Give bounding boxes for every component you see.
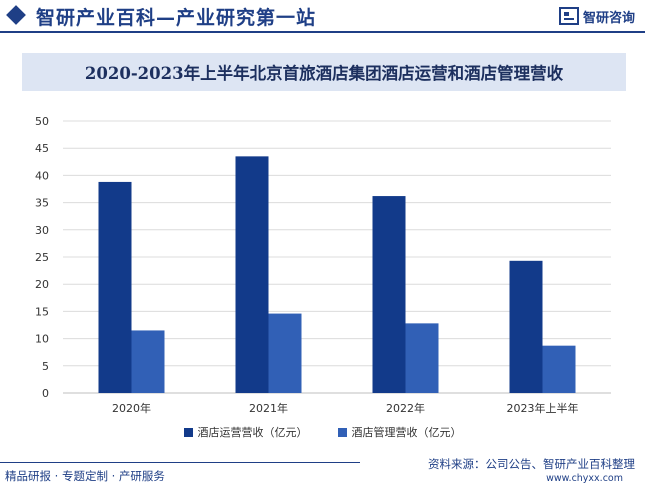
legend-swatch [183,427,193,437]
bar-hotel-management [268,313,302,393]
y-tick-label: 35 [35,197,49,210]
bar-hotel-management [131,330,165,393]
brand-icon [558,7,579,25]
bar-hotel-operation [98,181,132,393]
x-category-label: 2021年 [249,401,288,415]
bar-hotel-management [542,345,576,393]
y-tick-label: 50 [35,115,49,128]
y-tick-label: 45 [35,142,49,155]
site-title: 智研产业百科—产业研究第一站 [36,7,317,29]
legend-swatch [337,427,347,437]
footer-source: 资料来源：公司公告、智研产业百科整理 [428,457,635,471]
legend-label: 酒店管理营收（亿元） [351,426,462,439]
y-tick-label: 30 [35,224,49,237]
y-tick-label: 0 [42,387,49,400]
header: 智研产业百科—产业研究第一站 智研咨询 [0,0,645,36]
y-tick-label: 15 [35,305,49,318]
brand-name: 智研咨询 [582,10,635,26]
bar-hotel-operation [372,196,406,393]
x-category-label: 2023年上半年 [507,401,579,415]
x-category-label: 2022年 [386,401,425,415]
y-tick-label: 40 [35,169,49,182]
chart-title: 2020-2023年上半年北京首旅酒店集团酒店运营和酒店管理营收 [84,64,564,83]
x-category-label: 2020年 [112,401,151,415]
bar-hotel-management [405,323,439,393]
chart-legend: 酒店运营营收（亿元） 酒店管理营收（亿元） [0,424,645,440]
footer-services: 精品研报 · 专题定制 · 产研服务 [5,469,165,483]
y-tick-label: 25 [35,251,49,264]
header-divider [0,31,645,33]
y-tick-label: 5 [42,360,49,373]
y-tick-label: 10 [35,333,49,346]
footer-divider [0,462,360,463]
chart-title-band: 2020-2023年上半年北京首旅酒店集团酒店运营和酒店管理营收 [22,53,626,91]
legend-item: 酒店管理营收（亿元） [337,424,462,440]
legend-label: 酒店运营营收（亿元） [197,426,308,439]
legend-item: 酒店运营营收（亿元） [183,424,308,440]
bar-hotel-operation [509,260,543,393]
brand-logo[interactable]: 智研咨询 [558,6,635,26]
footer-url[interactable]: www.chyxx.com [546,473,623,484]
y-tick-label: 20 [35,278,49,291]
bar-hotel-operation [235,156,269,393]
